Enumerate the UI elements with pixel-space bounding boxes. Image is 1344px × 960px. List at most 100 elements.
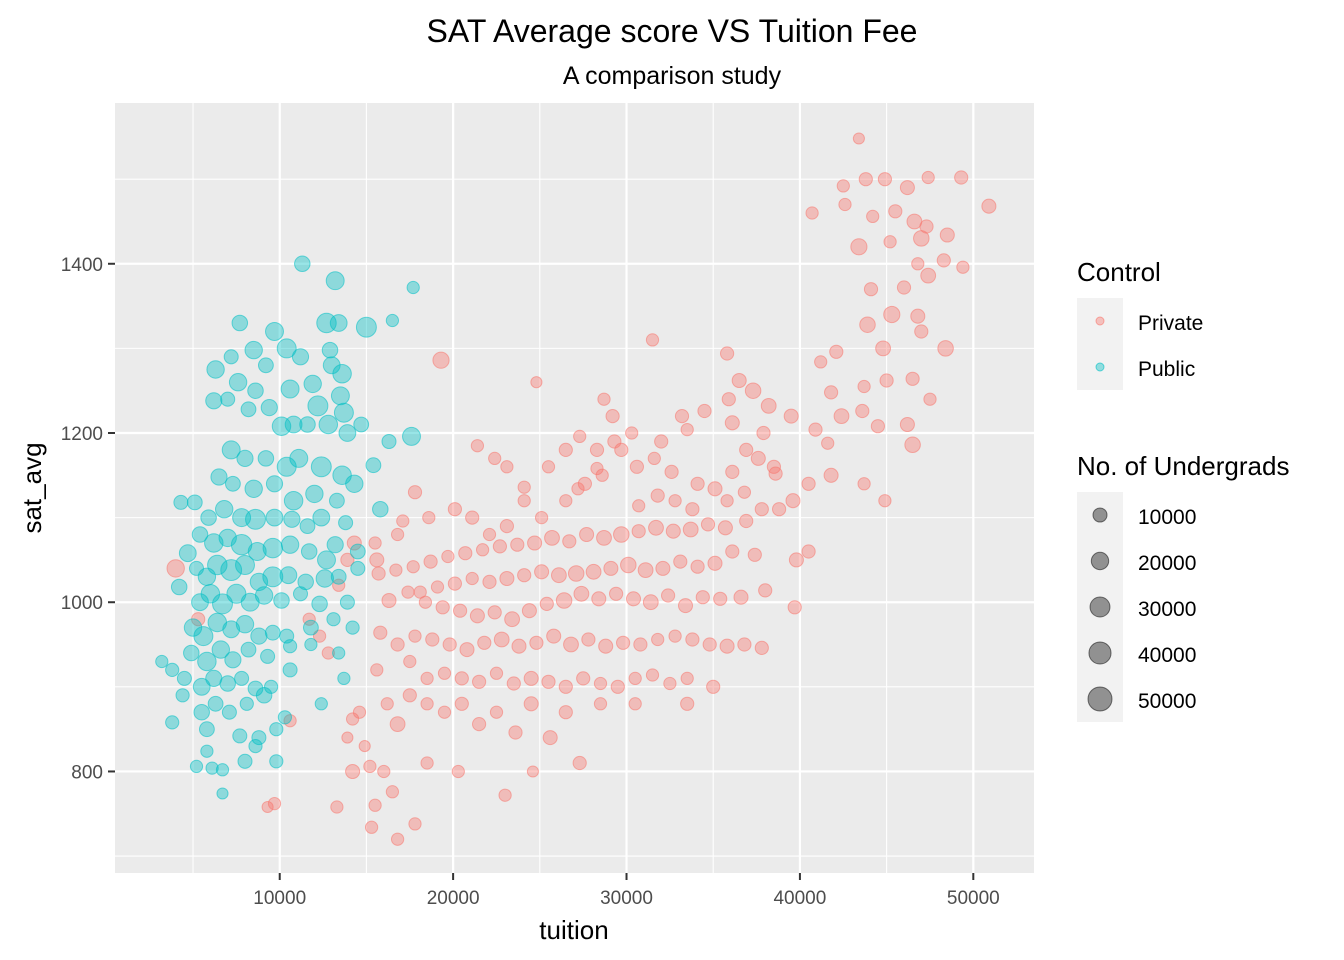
data-point-private bbox=[700, 517, 716, 532]
data-point-public bbox=[244, 479, 263, 498]
data-point-public bbox=[191, 593, 209, 612]
data-point-private bbox=[866, 209, 880, 224]
data-point-private bbox=[747, 547, 762, 562]
data-point-private bbox=[668, 494, 682, 508]
data-point-private bbox=[863, 282, 879, 297]
data-point-private bbox=[632, 499, 646, 513]
data-point-private bbox=[529, 635, 544, 650]
data-point-public bbox=[183, 644, 200, 662]
data-point-public bbox=[197, 651, 217, 672]
data-point-public bbox=[318, 414, 339, 435]
y-tick-label: 1400 bbox=[61, 255, 103, 276]
data-point-private bbox=[651, 632, 665, 647]
data-point-private bbox=[406, 560, 420, 574]
data-point-private bbox=[754, 502, 769, 517]
data-point-public bbox=[234, 670, 250, 686]
data-point-private bbox=[472, 674, 487, 689]
data-point-private bbox=[371, 566, 386, 581]
data-point-private bbox=[499, 570, 515, 587]
data-point-private bbox=[523, 670, 539, 686]
data-point-private bbox=[937, 340, 954, 357]
data-point-private bbox=[739, 513, 754, 529]
legend-label-private: Private bbox=[1138, 312, 1203, 335]
data-point-private bbox=[939, 227, 955, 243]
data-point-private bbox=[870, 419, 886, 434]
data-point-public bbox=[175, 688, 190, 703]
data-point-private bbox=[517, 480, 531, 494]
data-point-private bbox=[166, 559, 185, 578]
data-point-private bbox=[737, 637, 752, 652]
data-point-private bbox=[829, 344, 844, 359]
data-point-private bbox=[472, 717, 487, 732]
data-point-private bbox=[814, 355, 828, 369]
data-point-private bbox=[598, 638, 614, 654]
data-point-public bbox=[224, 475, 241, 492]
data-point-private bbox=[447, 502, 462, 517]
data-point-private bbox=[489, 705, 504, 719]
data-point-private bbox=[607, 434, 622, 449]
data-point-private bbox=[465, 571, 479, 586]
data-point-private bbox=[521, 603, 537, 619]
data-point-private bbox=[739, 442, 754, 457]
data-point-public bbox=[240, 641, 257, 658]
data-point-private bbox=[581, 632, 596, 647]
data-point-public bbox=[321, 341, 339, 359]
data-point-public bbox=[265, 475, 284, 493]
data-point-public bbox=[349, 543, 366, 560]
data-point-private bbox=[720, 494, 734, 508]
data-point-private bbox=[911, 257, 925, 271]
data-point-private bbox=[368, 536, 382, 550]
data-point-public bbox=[254, 586, 274, 605]
data-point-public bbox=[317, 550, 336, 570]
data-point-public bbox=[220, 391, 236, 407]
data-point-public bbox=[406, 280, 420, 295]
data-point-private bbox=[441, 549, 455, 564]
data-point-public bbox=[264, 624, 281, 641]
data-point-private bbox=[563, 636, 579, 653]
data-point-private bbox=[878, 494, 892, 508]
data-point-private bbox=[720, 346, 735, 361]
x-tick-label: 30000 bbox=[600, 888, 653, 909]
data-point-public bbox=[216, 787, 229, 800]
data-point-public bbox=[269, 754, 284, 769]
data-point-private bbox=[340, 552, 355, 568]
data-point-private bbox=[407, 485, 423, 500]
data-point-public bbox=[193, 703, 210, 721]
data-point-private bbox=[737, 485, 752, 499]
data-point-private bbox=[510, 537, 525, 552]
data-point-private bbox=[719, 638, 735, 654]
data-point-private bbox=[613, 526, 630, 543]
data-point-private bbox=[572, 755, 587, 771]
data-point-private bbox=[645, 333, 660, 347]
size-legend-key-20000 bbox=[1090, 551, 1110, 571]
data-point-private bbox=[403, 654, 417, 669]
data-point-private bbox=[857, 379, 871, 394]
data-point-private bbox=[550, 567, 567, 584]
chart-title: SAT Average score VS Tuition Fee bbox=[427, 13, 918, 49]
data-point-public bbox=[381, 433, 397, 450]
data-point-private bbox=[596, 529, 612, 546]
size-legend-label-30000: 30000 bbox=[1138, 598, 1196, 621]
data-point-public bbox=[189, 759, 204, 774]
data-point-public bbox=[165, 662, 180, 678]
data-point-private bbox=[680, 422, 694, 437]
data-point-public bbox=[365, 457, 382, 474]
data-point-private bbox=[555, 592, 573, 609]
data-point-private bbox=[725, 464, 740, 479]
data-point-public bbox=[339, 594, 355, 610]
data-point-private bbox=[332, 578, 346, 592]
data-point-private bbox=[593, 676, 608, 691]
data-point-private bbox=[852, 132, 865, 145]
data-point-public bbox=[337, 671, 351, 686]
data-point-public bbox=[211, 640, 230, 659]
data-point-public bbox=[245, 508, 266, 530]
data-point-private bbox=[442, 637, 457, 652]
data-point-private bbox=[879, 373, 894, 388]
data-point-private bbox=[492, 539, 507, 554]
data-point-private bbox=[482, 574, 497, 590]
data-point-private bbox=[609, 586, 624, 601]
data-point-private bbox=[620, 556, 637, 574]
data-point-private bbox=[576, 671, 591, 686]
data-point-private bbox=[661, 588, 676, 603]
